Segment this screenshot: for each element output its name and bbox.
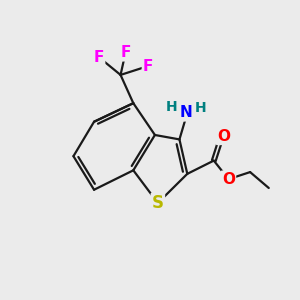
Text: H: H [166,100,178,114]
Text: N: N [179,105,192,120]
Text: F: F [143,58,153,74]
Text: F: F [120,45,131,60]
Text: F: F [94,50,104,65]
Text: S: S [152,194,164,212]
Text: O: O [217,129,230,144]
Text: O: O [222,172,235,187]
Text: H: H [195,101,206,116]
